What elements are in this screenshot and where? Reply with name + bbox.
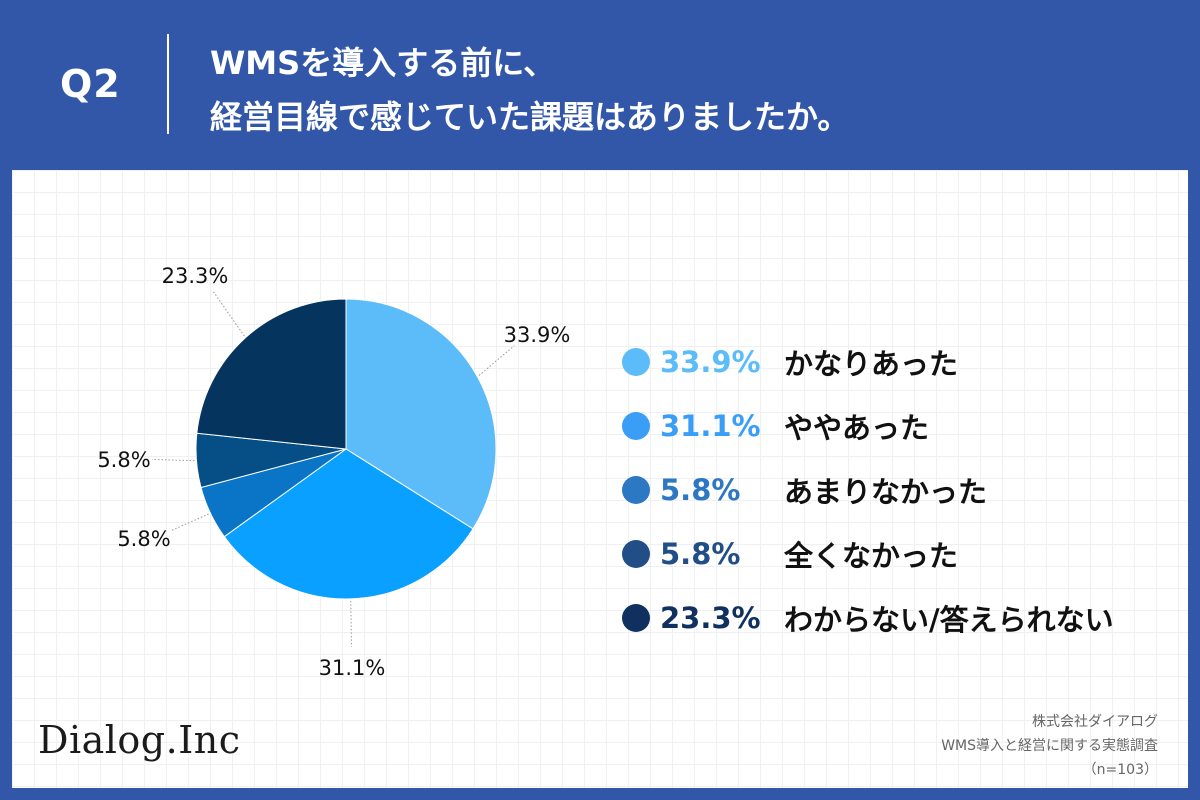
question-title-line1: WMSを導入する前に、 — [210, 44, 556, 82]
pie-slice — [196, 298, 347, 450]
legend-percentage: 23.3% — [660, 601, 761, 635]
legend-label: あまりなかった — [784, 475, 988, 509]
header-banner: Q2 WMSを導入する前に、 経営目線で感じていた課題はありましたか。 — [0, 0, 1200, 170]
slice-value-label: 5.8% — [97, 448, 150, 472]
header-divider — [167, 34, 169, 134]
chart-legend: 33.9% かなりあった 31.1% ややあった 5.8% あまりなかった 5.8% 全くなか… — [622, 330, 1182, 650]
slice-value-label: 5.8% — [117, 527, 170, 551]
legend-swatch — [622, 348, 650, 376]
legend-label: ややあった — [784, 411, 930, 445]
source-sample-size: （n=103） — [1082, 762, 1158, 778]
legend-label: わからない/答えられない — [784, 603, 1114, 637]
question-title-line2: 経営目線で感じていた課題はありましたか。 — [210, 98, 850, 136]
source-company: 株式会社ダイアログ — [1032, 714, 1158, 730]
legend-label: かなりあった — [784, 347, 959, 381]
label-leader-line — [478, 345, 515, 376]
slice-value-label: 31.1% — [319, 656, 386, 680]
legend-item: 23.3% わからない/答えられない — [622, 586, 1182, 650]
label-leader-line — [350, 600, 352, 648]
pie-slice — [223, 448, 474, 600]
label-leader-line — [170, 513, 209, 532]
legend-label: 全くなかった — [784, 539, 959, 573]
legend-percentage: 33.9% — [660, 345, 761, 379]
pie-slice — [345, 298, 497, 530]
legend-swatch — [622, 604, 650, 632]
label-leader-line — [212, 290, 245, 337]
legend-percentage: 31.1% — [660, 409, 761, 443]
legend-swatch — [622, 540, 650, 568]
legend-percentage: 5.8% — [660, 537, 741, 571]
legend-swatch — [622, 476, 650, 504]
legend-item: 5.8% 全くなかった — [622, 522, 1182, 586]
legend-item: 5.8% あまりなかった — [622, 458, 1182, 522]
slice-value-label: 23.3% — [162, 264, 229, 288]
source-survey: WMS導入と経営に関する実態調査 — [941, 738, 1158, 754]
label-leader-line — [151, 458, 195, 462]
legend-percentage: 5.8% — [660, 473, 741, 507]
chart-card: 33.9% 31.1% 5.8% 5.8% 23.3% 33.9% かなりあった 31.1%… — [12, 170, 1188, 788]
legend-item: 33.9% かなりあった — [622, 330, 1182, 394]
legend-swatch — [622, 412, 650, 440]
company-logo: Dialog.Inc — [38, 718, 241, 762]
pie-chart: 33.9% 31.1% 5.8% 5.8% 23.3% — [97, 264, 571, 680]
question-number: Q2 — [60, 62, 121, 106]
source-note: 株式会社ダイアログ WMS導入と経営に関する実態調査 （n=103） — [941, 710, 1158, 782]
legend-item: 31.1% ややあった — [622, 394, 1182, 458]
slice-value-label: 33.9% — [504, 323, 571, 347]
